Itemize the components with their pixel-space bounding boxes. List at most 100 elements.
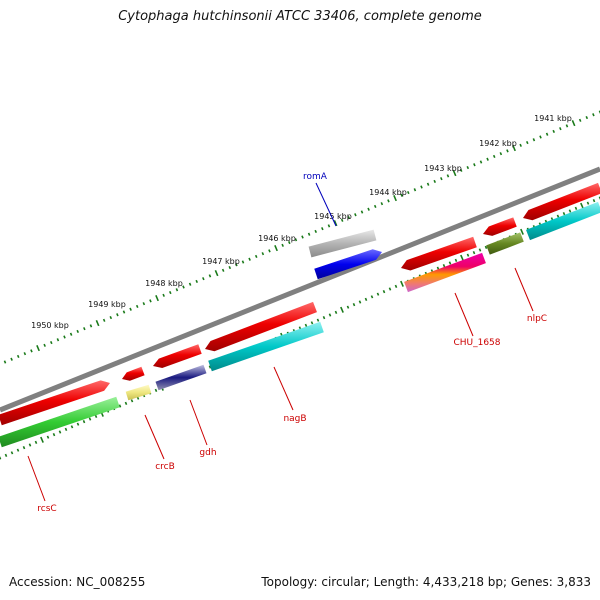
gene-leader-line	[514, 267, 534, 312]
minor-tick	[294, 238, 298, 242]
minor-tick	[175, 288, 179, 292]
minor-tick	[154, 388, 158, 393]
minor-tick	[334, 310, 338, 315]
gene-label: nagB	[283, 414, 306, 424]
genome-backbone	[0, 166, 600, 413]
tick-label: 1945 kbp	[314, 212, 352, 221]
minor-tick	[446, 174, 450, 178]
gene-leader-line	[454, 292, 474, 337]
tick-label: 1942 kbp	[479, 139, 517, 148]
tick-label: 1946 kbp	[258, 234, 296, 243]
minor-tick	[116, 313, 119, 317]
minor-tick	[532, 138, 536, 142]
minor-tick	[364, 297, 368, 302]
gene-leader-line	[189, 399, 208, 446]
gene-arrow-red	[122, 366, 145, 381]
gene-arrow-red	[523, 182, 600, 221]
minor-tick	[321, 227, 324, 231]
major-tick	[580, 202, 584, 209]
labels: 1941 kbp 1942 kbp 1943 kbp 1944 kbp 1945 kbp…	[27, 114, 572, 514]
minor-tick	[545, 132, 549, 136]
minor-tick	[0, 456, 2, 460]
minor-tick	[328, 313, 332, 317]
gene-arrow-red	[0, 380, 110, 426]
gene-arrow-red	[401, 236, 477, 271]
minor-tick	[83, 327, 86, 331]
minor-tick	[118, 404, 122, 408]
major-tick	[512, 145, 516, 152]
minor-tick	[370, 295, 374, 299]
minor-tick	[4, 453, 8, 458]
minor-tick	[52, 432, 56, 437]
minor-tick	[358, 300, 362, 304]
gene-leader-line	[27, 455, 46, 502]
minor-tick	[592, 198, 596, 203]
minor-tick	[202, 277, 205, 281]
minor-tick	[142, 302, 146, 306]
minor-tick	[122, 310, 126, 314]
minor-tick	[88, 417, 92, 421]
gene-arrow-cyan	[208, 321, 324, 372]
minor-tick	[568, 209, 572, 213]
minor-tick	[310, 321, 314, 325]
minor-tick	[466, 165, 470, 170]
minor-tick	[426, 182, 430, 186]
minor-tick	[109, 315, 113, 320]
gene-arrow-gray	[308, 229, 377, 258]
gene-arrow-green	[0, 396, 120, 448]
minor-tick	[10, 357, 13, 361]
gene-label: rcsC	[37, 504, 56, 514]
tick-label: 1944 kbp	[369, 188, 407, 197]
minor-tick	[129, 307, 132, 311]
major-tick	[460, 254, 464, 261]
minor-tick	[287, 240, 291, 245]
minor-tick	[574, 206, 578, 211]
gene-features	[0, 182, 600, 448]
gene-arrow-red	[483, 217, 517, 236]
gene-arrow-blue	[314, 249, 382, 280]
minor-tick	[585, 115, 589, 120]
gene-label: CHU_1658	[453, 338, 500, 348]
minor-tick	[492, 154, 496, 159]
minor-tick	[16, 448, 20, 452]
minor-tick	[433, 179, 437, 184]
minor-tick	[30, 349, 33, 353]
minor-tick	[76, 329, 80, 334]
minor-tick	[228, 265, 232, 270]
minor-tick	[307, 232, 311, 236]
minor-tick	[559, 127, 562, 131]
gene-label: nlpC	[527, 314, 547, 324]
minor-tick	[387, 199, 390, 203]
minor-tick	[23, 352, 27, 356]
minor-tick	[440, 177, 443, 181]
minor-tick	[28, 443, 32, 447]
minor-tick	[486, 157, 489, 161]
gene-leader-line	[273, 366, 294, 411]
tick-label: 1943 kbp	[424, 164, 462, 173]
minor-tick	[376, 292, 380, 296]
gene-arrow-red	[153, 344, 202, 368]
major-tick	[95, 320, 100, 327]
minor-tick	[592, 113, 595, 117]
minor-tick	[49, 340, 53, 345]
minor-tick	[454, 258, 458, 263]
minor-tick	[354, 213, 357, 217]
minor-tick	[301, 235, 304, 239]
outer-coordinate-ring	[3, 110, 600, 364]
minor-tick	[316, 318, 320, 322]
backbone-line	[0, 166, 600, 413]
minor-tick	[248, 257, 251, 261]
minor-tick	[448, 261, 452, 265]
minor-tick	[76, 422, 80, 426]
minor-tick	[208, 365, 212, 369]
minor-tick	[352, 302, 356, 307]
minor-tick	[340, 218, 344, 222]
minor-tick	[135, 304, 139, 309]
minor-tick	[347, 215, 351, 220]
minor-tick	[130, 399, 134, 403]
minor-tick	[56, 338, 60, 342]
minor-tick	[382, 289, 386, 294]
minor-tick	[281, 243, 284, 247]
minor-tick	[168, 290, 172, 295]
minor-tick	[241, 260, 245, 264]
